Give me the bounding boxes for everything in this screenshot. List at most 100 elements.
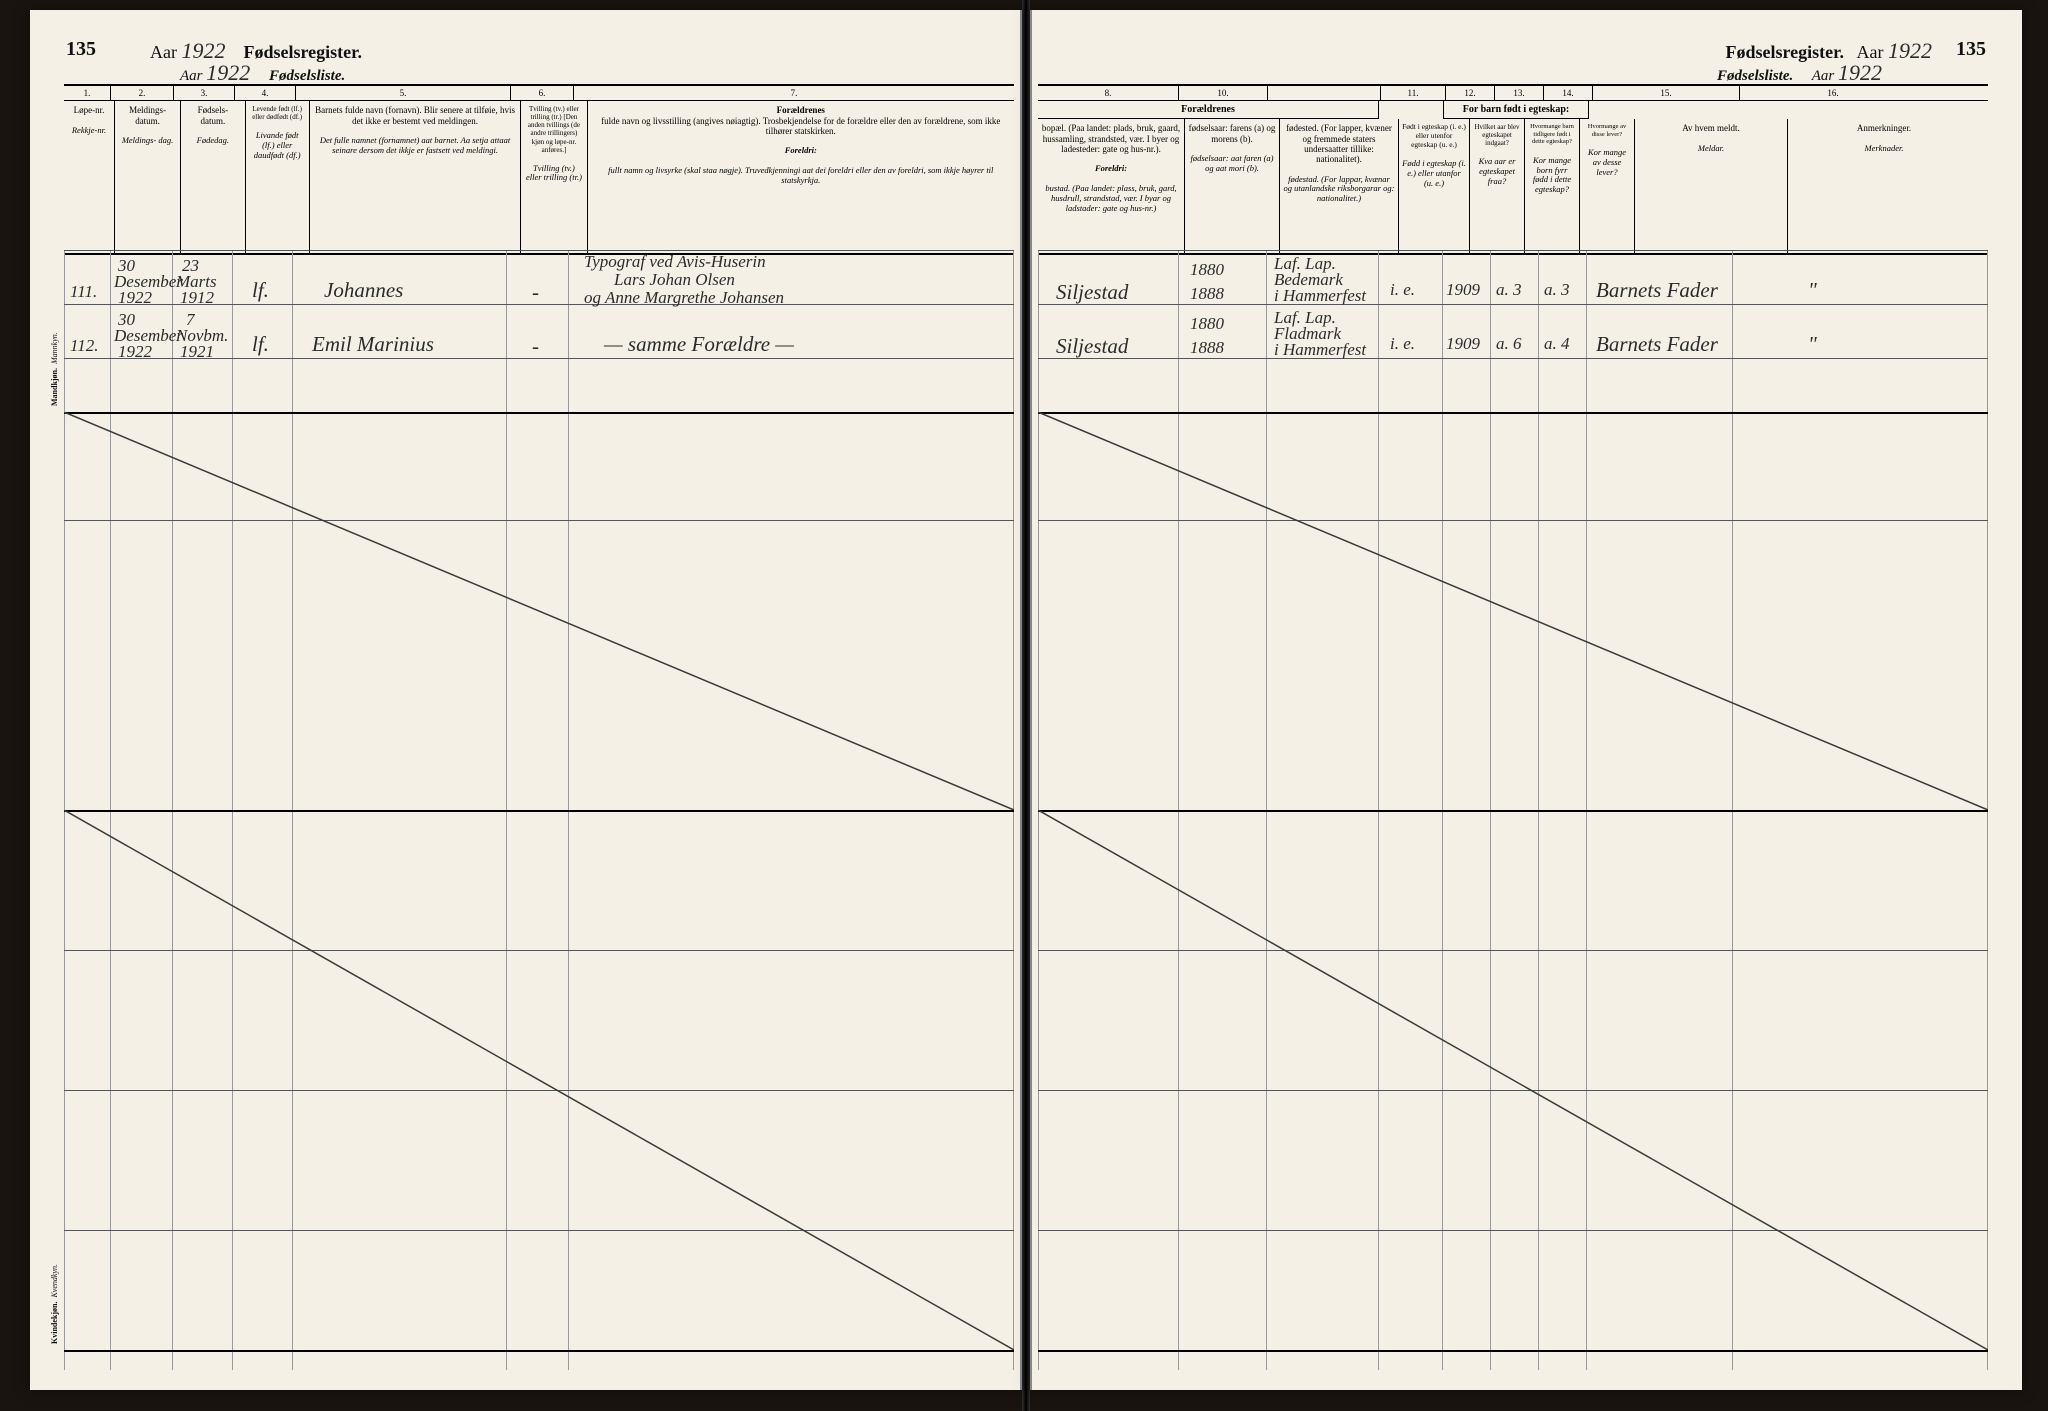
rhdr-c8: bopæl. (Paa landet: plads, bruk, gaard, … bbox=[1038, 119, 1185, 253]
e2-ie: i. e. bbox=[1390, 334, 1415, 354]
e1-par-c: og Anne Margrethe Johansen bbox=[584, 288, 784, 308]
hdr-c7b: fullt namn og livsyrke (skal staa nøgje)… bbox=[591, 166, 1011, 186]
hdr-c4a: Levende født (lf.) eller dødfødt (df.) bbox=[252, 105, 302, 121]
rhdr-c16: Anmerkninger. Merknader. bbox=[1788, 119, 1980, 253]
colnum-16: 16. bbox=[1740, 86, 1926, 100]
sub-year-right: 1922 bbox=[1838, 60, 1882, 85]
colnum-1: 1. bbox=[64, 86, 111, 100]
e1-ie: i. e. bbox=[1390, 280, 1415, 300]
super-foraeldrenes: Forældrenes bbox=[1038, 101, 1379, 119]
e1-par-a: Typograf ved Avis-Huserin bbox=[584, 252, 766, 272]
colnum-10: 10. bbox=[1179, 86, 1268, 100]
e1-faryear: 1880 bbox=[1190, 260, 1224, 280]
colnum-6: 6. bbox=[511, 86, 574, 100]
diag-male-right bbox=[1038, 412, 1988, 810]
hdr-c5a: Barnets fulde navn (fornavn). Blir sener… bbox=[315, 105, 515, 125]
sub-aar-r: Aar bbox=[1812, 68, 1835, 84]
e2-meldt: Barnets Fader bbox=[1596, 332, 1718, 357]
rhdr-c14: Hvormange av disse lever? Kor mange av d… bbox=[1580, 119, 1635, 253]
diag-female-right bbox=[1038, 810, 1988, 1350]
rhdr-c15a: Av hvem meldt. bbox=[1682, 123, 1740, 133]
hdr-c5: Barnets fulde navn (fornavn). Blir sener… bbox=[310, 101, 521, 253]
rhdr-c10: fødselsaar: farens (a) og morens (b). fø… bbox=[1185, 119, 1280, 253]
e1-lf: lf. bbox=[252, 278, 269, 303]
rhdr-c13: Hvormange barn tidligere født i dette eg… bbox=[1525, 119, 1580, 253]
female-a: Kvindekjøn. bbox=[50, 1302, 59, 1344]
e1-fdt-c: 1912 bbox=[180, 288, 214, 308]
sub-title-left: Aar 1922 Fødselsliste. bbox=[180, 60, 345, 86]
rhdr-c12: Hvilket aar blev egteskapet indgaat? Kva… bbox=[1470, 119, 1525, 253]
label-male: Mandkjøn. Mannkyn. bbox=[50, 332, 59, 406]
colnum-7: 7. bbox=[574, 86, 1014, 100]
colnum-5: 5. bbox=[296, 86, 511, 100]
rhdr-c15: Av hvem meldt. Meldar. bbox=[1635, 119, 1788, 253]
hdr-c1b: Rekkje-nr. bbox=[67, 126, 111, 136]
e1-fsted-c: i Hammerfest bbox=[1274, 286, 1366, 306]
rhdr-c16a: Anmerkninger. bbox=[1857, 123, 1911, 133]
hdr-c7bt: Foreldri: bbox=[785, 145, 817, 155]
e1-meldt: Barnets Fader bbox=[1596, 278, 1718, 303]
e2-nr: 112. bbox=[70, 336, 99, 356]
body-right: Siljestad 1880 1888 Laf. Lap. Bedemark i… bbox=[1038, 250, 1988, 1370]
e2-tv: - bbox=[532, 334, 539, 359]
rhdr-cfsa: fødested. (For lapper, kvæner og fremmed… bbox=[1286, 123, 1392, 164]
rhdr-cfsb: fødestad. (For lappar, kvænar og utanlan… bbox=[1283, 175, 1395, 204]
colnum-row-right: 8. 10. 11. 12. 13. 14. 15. 16. bbox=[1038, 86, 1988, 101]
colnum-fs bbox=[1268, 86, 1381, 100]
hdr-c1: Løpe-nr. Rekkje-nr. bbox=[64, 101, 115, 253]
male-b: Mannkyn. bbox=[50, 332, 59, 364]
e2-fsted-c: i Hammerfest bbox=[1274, 340, 1366, 360]
rhdr-c14b: Kor mange av desse lever? bbox=[1583, 148, 1631, 177]
e2-faryear: 1880 bbox=[1190, 314, 1224, 334]
hdr-c5b: Det fulle namnet (fornamnet) aat barnet.… bbox=[313, 136, 517, 156]
hdr-c4b: Livande født (lf.) eller daudfødt (df.) bbox=[249, 131, 306, 160]
e2-bopael: Siljestad bbox=[1056, 334, 1128, 359]
header-table-right: 8. 10. 11. 12. 13. 14. 15. 16. Forældren… bbox=[1038, 84, 1988, 255]
colnum-3: 3. bbox=[174, 86, 235, 100]
header-main-right: bopæl. (Paa landet: plads, bruk, gaard, … bbox=[1038, 119, 1988, 253]
e1-c13: a. 3 bbox=[1496, 280, 1522, 300]
hdr-c7a: fulde navn og livsstilling (angives nøia… bbox=[601, 116, 1000, 136]
super-egteskap: For barn født i egteskap: bbox=[1444, 101, 1589, 119]
sub-title-right: Fødselsliste. Aar 1922 bbox=[1717, 60, 1882, 86]
e2-c14: a. 4 bbox=[1544, 334, 1570, 354]
colnum-row-left: 1. 2. 3. 4. 5. 6. 7. bbox=[64, 86, 1014, 101]
page-number-right: 135 bbox=[1956, 38, 1986, 61]
hdr-c6b: Tvilling (tv.) eller trilling (tr.) bbox=[524, 164, 583, 184]
e2-egtyear: 1909 bbox=[1446, 334, 1480, 354]
rhdr-c11: Født i egteskap (i. e.) eller utenfor eg… bbox=[1399, 119, 1470, 253]
reg-title-right: Fødselsregister. bbox=[1726, 42, 1845, 62]
colnum-13: 13. bbox=[1495, 86, 1544, 100]
hdr-c6a: Tvilling (tv.) eller trilling (tr.) [Den… bbox=[528, 105, 580, 153]
hdr-c1a: Løpe-nr. bbox=[74, 105, 105, 115]
sub-aar: Aar bbox=[180, 68, 203, 84]
rhdr-c11a: Født i egteskap (i. e.) eller utenfor eg… bbox=[1402, 122, 1466, 148]
register-title-left: Fødselsregister. bbox=[243, 42, 362, 62]
book-spine bbox=[1022, 0, 1030, 1411]
header-main-left: Løpe-nr. Rekkje-nr. Meldings- datum. Mel… bbox=[64, 101, 1014, 253]
rhdr-c13a: Hvormange barn tidligere født i dette eg… bbox=[1530, 123, 1574, 145]
hdr-c6: Tvilling (tv.) eller trilling (tr.) [Den… bbox=[521, 101, 587, 253]
e2-meld-c: 1922 bbox=[118, 342, 152, 362]
rhdr-c15b: Meldar. bbox=[1638, 144, 1784, 154]
e2-par-a: — samme Forældre — bbox=[604, 332, 794, 357]
e2-moryear: 1888 bbox=[1190, 338, 1224, 358]
label-female: Kvindekjøn. Kvendkyn. bbox=[50, 1264, 59, 1344]
rhdr-cfs: fødested. (For lapper, kvæner og fremmed… bbox=[1280, 119, 1399, 253]
colnum-15: 15. bbox=[1593, 86, 1740, 100]
rhdr-c12a: Hvilket aar blev egteskapet indgaat? bbox=[1474, 123, 1519, 147]
hdr-c4: Levende født (lf.) eller dødfødt (df.) L… bbox=[246, 101, 310, 253]
rhdr-c11b: Fødd i egteskap (i. e.) eller utanfor (u… bbox=[1402, 159, 1466, 188]
right-page: 135 Fødselsregister. Aar 1922 Fødselslis… bbox=[1030, 10, 2022, 1390]
e1-c14: a. 3 bbox=[1544, 280, 1570, 300]
e1-bopael: Siljestad bbox=[1056, 280, 1128, 305]
diag-male-left bbox=[64, 412, 1014, 810]
colnum-4: 4. bbox=[235, 86, 296, 100]
page-number-left: 135 bbox=[66, 38, 96, 61]
book-spread: 135 Aar 1922 Fødselsregister. Aar 1922 F… bbox=[0, 0, 2048, 1411]
year-hand-right: 1922 bbox=[1888, 38, 1932, 63]
hdr-c7t: Forældrenes bbox=[777, 105, 825, 115]
e1-meld-c: 1922 bbox=[118, 288, 152, 308]
e2-lf: lf. bbox=[252, 332, 269, 357]
header-table-left: 1. 2. 3. 4. 5. 6. 7. Løpe-nr. Rekkje-nr.… bbox=[64, 84, 1014, 255]
